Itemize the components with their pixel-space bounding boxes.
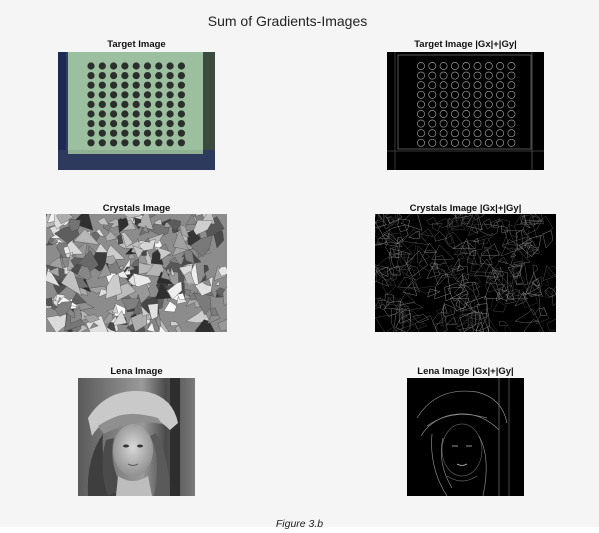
crystals-image xyxy=(46,214,227,332)
lena-image xyxy=(78,378,195,496)
crystals-image-title: Crystals Image xyxy=(46,203,227,214)
lena-gradient-image xyxy=(407,378,524,496)
crystals-gradient-title: Crystals Image |Gx|+|Gy| xyxy=(375,203,556,214)
crystals-gradient-image xyxy=(375,214,556,332)
lena-gradient-title: Lena Image |Gx|+|Gy| xyxy=(407,366,524,377)
target-gradient-image xyxy=(387,52,544,170)
target-image xyxy=(58,52,215,170)
target-gradient-title: Target Image |Gx|+|Gy| xyxy=(387,39,544,50)
figure-title: Sum of Gradients-Images xyxy=(0,13,575,29)
lena-image-title: Lena Image xyxy=(78,366,195,377)
figure-caption: Figure 3.b xyxy=(0,518,599,530)
target-image-title: Target Image xyxy=(58,39,215,50)
